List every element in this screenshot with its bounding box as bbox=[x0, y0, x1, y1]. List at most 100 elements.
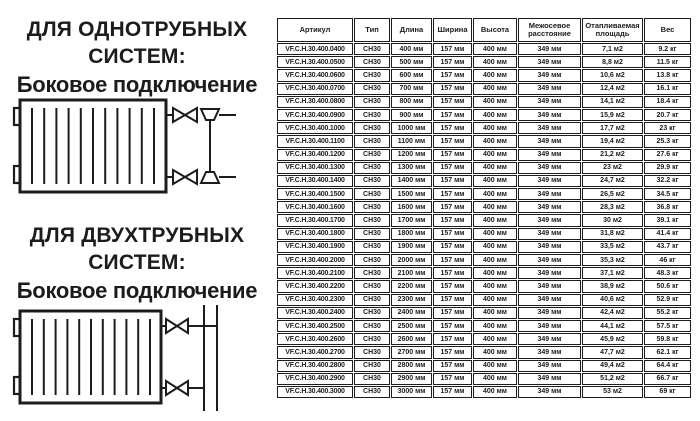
table-cell: 157 мм bbox=[433, 69, 472, 82]
table-cell: 52.9 кг bbox=[644, 293, 691, 306]
table-cell: 45,9 м2 bbox=[582, 333, 643, 346]
table-cell: 11.5 кг bbox=[644, 56, 691, 69]
table-row: VF.C.H.30.400.0800 CH30 800 мм 157 мм 400 мм… bbox=[277, 95, 691, 108]
table-cell: 349 мм bbox=[518, 95, 581, 108]
table-cell: 157 мм bbox=[433, 135, 472, 148]
table-cell: 349 мм bbox=[518, 254, 581, 267]
table-cell: VF.C.H.30.400.0800 bbox=[277, 95, 353, 108]
table-cell: 23 кг bbox=[644, 122, 691, 135]
table-cell: 2400 мм bbox=[391, 306, 432, 319]
table-cell: 400 мм bbox=[473, 385, 517, 399]
table-cell: 157 мм bbox=[433, 95, 472, 108]
table-cell: 21,2 м2 bbox=[582, 148, 643, 161]
table-cell: 157 мм bbox=[433, 214, 472, 227]
table-cell: CH30 bbox=[354, 108, 390, 122]
section-subtitle-two-pipe: Боковое подключение bbox=[16, 278, 258, 303]
table-cell: CH30 bbox=[354, 148, 390, 161]
table-cell: 400 мм bbox=[473, 161, 517, 174]
table-cell: 42,4 м2 bbox=[582, 306, 643, 319]
table-row: VF.C.H.30.400.2900 CH30 2900 мм 157 мм 400 м… bbox=[277, 372, 691, 385]
table-cell: CH30 bbox=[354, 69, 390, 82]
table-cell: CH30 bbox=[354, 122, 390, 135]
table-cell: CH30 bbox=[354, 214, 390, 227]
table-row: VF.C.H.30.400.0500 CH30 500 мм 157 мм 400 мм… bbox=[277, 56, 691, 69]
table-cell: 49,4 м2 bbox=[582, 359, 643, 372]
column-header: Длина bbox=[391, 18, 432, 42]
table-cell: 41.4 кг bbox=[644, 227, 691, 240]
table-row: VF.C.H.30.400.2600 CH30 2600 мм 157 мм 400 м… bbox=[277, 333, 691, 346]
table-cell: 1900 мм bbox=[391, 240, 432, 253]
table-cell: VF.C.H.30.400.1900 bbox=[277, 240, 353, 253]
table-cell: 349 мм bbox=[518, 161, 581, 174]
table-cell: 53 м2 bbox=[582, 385, 643, 399]
table-cell: 27.6 кг bbox=[644, 148, 691, 161]
table-cell: 349 мм bbox=[518, 82, 581, 95]
supply-valve-icon bbox=[166, 106, 236, 124]
table-row: VF.C.H.30.400.2400 CH30 2400 мм 157 мм 400 м… bbox=[277, 306, 691, 319]
radiator-fins-icon bbox=[31, 108, 155, 184]
table-cell: 1800 мм bbox=[391, 227, 432, 240]
single-pipe-connection-diagram bbox=[12, 98, 236, 194]
table-cell: VF.C.H.30.400.0900 bbox=[277, 108, 353, 122]
table-cell: 349 мм bbox=[518, 214, 581, 227]
table-cell: 400 мм bbox=[473, 346, 517, 359]
table-cell: CH30 bbox=[354, 359, 390, 372]
table-cell: 43.7 кг bbox=[644, 240, 691, 253]
column-header: Ширина bbox=[433, 18, 472, 42]
table-cell: 157 мм bbox=[433, 188, 472, 201]
table-cell: VF.C.H.30.400.1100 bbox=[277, 135, 353, 148]
table-cell: CH30 bbox=[354, 82, 390, 95]
table-row: VF.C.H.30.400.3000 CH30 3000 мм 157 мм 400 м… bbox=[277, 385, 691, 399]
table-cell: 31,8 м2 bbox=[582, 227, 643, 240]
table-cell: 47,7 м2 bbox=[582, 346, 643, 359]
table-cell: 349 мм bbox=[518, 201, 581, 214]
table-cell: 400 мм bbox=[473, 135, 517, 148]
table-cell: CH30 bbox=[354, 293, 390, 306]
table-row: VF.C.H.30.400.2200 CH30 2200 мм 157 мм 400 м… bbox=[277, 280, 691, 293]
table-cell: VF.C.H.30.400.2200 bbox=[277, 280, 353, 293]
table-cell: 400 мм bbox=[473, 280, 517, 293]
table-row: VF.C.H.30.400.1200 CH30 1200 мм 157 мм 400 м… bbox=[277, 148, 691, 161]
table-cell: 157 мм bbox=[433, 122, 472, 135]
table-cell: CH30 bbox=[354, 385, 390, 399]
table-cell: 400 мм bbox=[473, 95, 517, 108]
table-cell: 157 мм bbox=[433, 306, 472, 319]
table-cell: 2700 мм bbox=[391, 346, 432, 359]
table-cell: 400 мм bbox=[473, 306, 517, 319]
table-cell: 800 мм bbox=[391, 95, 432, 108]
table-row: VF.C.H.30.400.2300 CH30 2300 мм 157 мм 400 м… bbox=[277, 293, 691, 306]
table-cell: 400 мм bbox=[473, 148, 517, 161]
table-cell: CH30 bbox=[354, 319, 390, 333]
table-cell: VF.C.H.30.400.2400 bbox=[277, 306, 353, 319]
table-cell: 1200 мм bbox=[391, 148, 432, 161]
table-cell: 157 мм bbox=[433, 43, 472, 56]
table-cell: 157 мм bbox=[433, 82, 472, 95]
table-row: VF.C.H.30.400.0400 CH30 400 мм 157 мм 400 мм… bbox=[277, 43, 691, 56]
table-cell: 157 мм bbox=[433, 201, 472, 214]
supply-valve-icon bbox=[161, 317, 217, 335]
table-cell: 8,8 м2 bbox=[582, 56, 643, 69]
table-cell: 37,1 м2 bbox=[582, 267, 643, 280]
table-row: VF.C.H.30.400.2000 CH30 2000 мм 157 мм 400 м… bbox=[277, 254, 691, 267]
table-cell: 157 мм bbox=[433, 359, 472, 372]
table-cell: CH30 bbox=[354, 267, 390, 280]
table-cell: VF.C.H.30.400.1000 bbox=[277, 122, 353, 135]
spec-table: Артикул Тип Длина Ширина Высота Межосевое рас… bbox=[276, 17, 692, 400]
table-row: VF.C.H.30.400.1700 CH30 1700 мм 157 мм 400 м… bbox=[277, 214, 691, 227]
table-cell: 400 мм bbox=[391, 43, 432, 56]
table-cell: 2100 мм bbox=[391, 267, 432, 280]
column-header: Артикул bbox=[277, 18, 353, 42]
riser-pipes-icon bbox=[203, 305, 218, 411]
section-title-two-pipe: ДЛЯ ДВУХТРУБНЫХ СИСТЕМ: bbox=[0, 222, 274, 276]
table-cell: 900 мм bbox=[391, 108, 432, 122]
table-cell: 157 мм bbox=[433, 385, 472, 399]
table-cell: 349 мм bbox=[518, 333, 581, 346]
table-cell: 157 мм bbox=[433, 240, 472, 253]
table-cell: 400 мм bbox=[473, 108, 517, 122]
table-cell: 59.8 кг bbox=[644, 333, 691, 346]
table-cell: 349 мм bbox=[518, 346, 581, 359]
table-cell: CH30 bbox=[354, 240, 390, 253]
table-cell: 349 мм bbox=[518, 372, 581, 385]
table-cell: VF.C.H.30.400.1400 bbox=[277, 174, 353, 188]
table-cell: 33,5 м2 bbox=[582, 240, 643, 253]
